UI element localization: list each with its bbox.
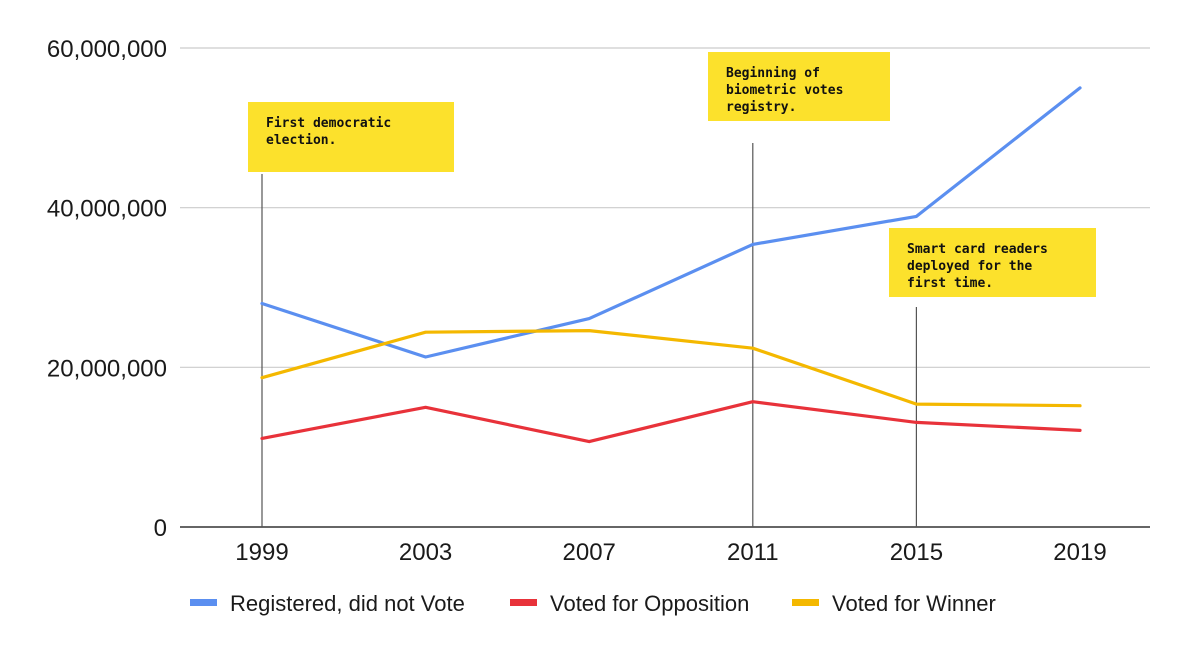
legend-swatch — [792, 599, 819, 606]
y-tick-label: 20,000,000 — [47, 355, 167, 382]
y-tick-label: 40,000,000 — [47, 196, 167, 223]
annotation-text: election. — [266, 133, 336, 148]
series-line-0 — [260, 86, 1082, 359]
legend-swatch — [190, 599, 217, 606]
gridlines — [180, 47, 1150, 368]
annotation-text: biometric votes — [726, 83, 843, 98]
x-tick-label: 2011 — [727, 539, 779, 566]
annotation-text: registry. — [726, 100, 796, 115]
y-tick-label: 60,000,000 — [47, 36, 167, 63]
annotation-note — [708, 52, 890, 121]
series-line-2 — [260, 329, 1082, 408]
x-axis: 1999 2003 2007 2011 2015 2019 — [180, 526, 1150, 566]
legend-swatch — [510, 599, 537, 606]
legend-label: Voted for Opposition — [550, 591, 749, 616]
legend: Registered, did not Vote Voted for Opposi… — [190, 591, 996, 616]
annotations: First democratic election. Beginning of bio… — [248, 52, 1096, 297]
y-tick-label: 0 — [154, 515, 167, 542]
series-line-1 — [260, 400, 1082, 444]
x-tick-label: 2003 — [399, 539, 452, 566]
annotation-text: first time. — [907, 276, 993, 291]
annotation-text: deployed for the — [907, 259, 1032, 274]
annotation-text: Smart card readers — [907, 242, 1048, 257]
x-tick-label: 2007 — [563, 539, 616, 566]
annotation-text: First democratic — [266, 116, 391, 131]
annotation-note — [248, 102, 454, 172]
x-tick-label: 2015 — [890, 539, 943, 566]
legend-label: Registered, did not Vote — [230, 591, 465, 616]
annotation-note — [889, 228, 1096, 297]
y-axis: 0 20,000,000 40,000,000 60,000,000 — [47, 36, 167, 542]
x-tick-label: 2019 — [1053, 539, 1106, 566]
legend-label: Voted for Winner — [832, 591, 996, 616]
annotation-lines — [261, 143, 918, 527]
annotation-text: Beginning of — [726, 66, 820, 81]
x-tick-label: 1999 — [235, 539, 288, 566]
series-lines — [260, 86, 1082, 444]
